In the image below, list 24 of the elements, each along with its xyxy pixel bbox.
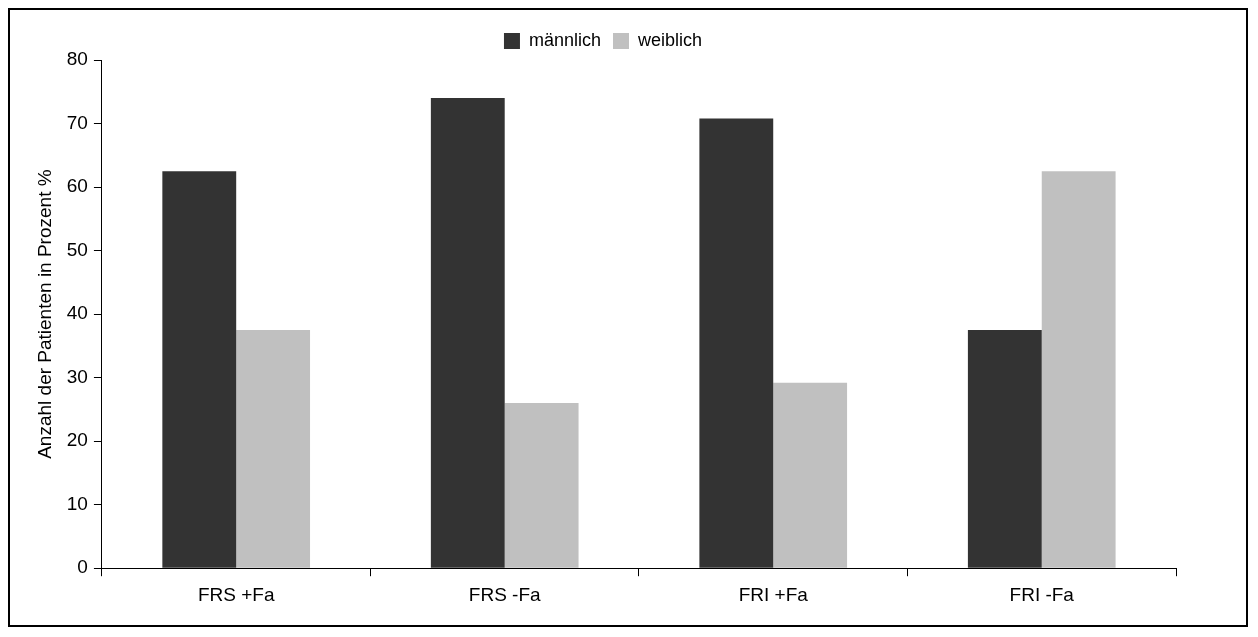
y-tick-label: 20 bbox=[66, 429, 88, 451]
bar bbox=[430, 98, 505, 568]
y-tick-label: 0 bbox=[77, 556, 88, 578]
legend-label: männlich bbox=[528, 29, 602, 50]
x-tick-label: FRS -Fa bbox=[468, 583, 542, 605]
y-tick-label: 70 bbox=[66, 111, 88, 133]
y-tick-label: 10 bbox=[66, 492, 88, 514]
y-tick-label: 50 bbox=[66, 238, 88, 260]
y-tick-label: 40 bbox=[66, 302, 88, 324]
bar bbox=[699, 118, 774, 568]
bar bbox=[236, 329, 311, 568]
y-tick-label: 60 bbox=[66, 175, 88, 197]
bar bbox=[967, 329, 1042, 568]
bar bbox=[504, 403, 579, 568]
legend-label: weiblich bbox=[637, 29, 703, 50]
bar bbox=[1041, 171, 1116, 568]
x-tick-label: FRI +Fa bbox=[738, 583, 809, 605]
x-tick-label: FRI -Fa bbox=[1009, 583, 1075, 605]
bar bbox=[773, 382, 848, 568]
bar bbox=[162, 171, 237, 568]
y-tick-label: 80 bbox=[66, 48, 88, 70]
y-tick-label: 30 bbox=[66, 365, 88, 387]
x-tick-label: FRS +Fa bbox=[197, 583, 275, 605]
y-axis-title: Anzahl der Patienten in Prozent % bbox=[33, 169, 55, 459]
